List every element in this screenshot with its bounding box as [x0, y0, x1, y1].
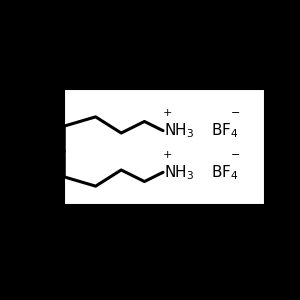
Text: NH$_3$: NH$_3$ [164, 122, 195, 140]
Text: BF$_4$: BF$_4$ [211, 163, 238, 182]
Text: BF$_4$: BF$_4$ [211, 122, 238, 140]
Text: NH$_3$: NH$_3$ [164, 163, 195, 182]
Text: −: − [230, 150, 240, 160]
Bar [64, 89, 266, 205]
Text: −: − [230, 108, 240, 118]
Text: +: + [162, 108, 172, 118]
Text: +: + [162, 150, 172, 160]
